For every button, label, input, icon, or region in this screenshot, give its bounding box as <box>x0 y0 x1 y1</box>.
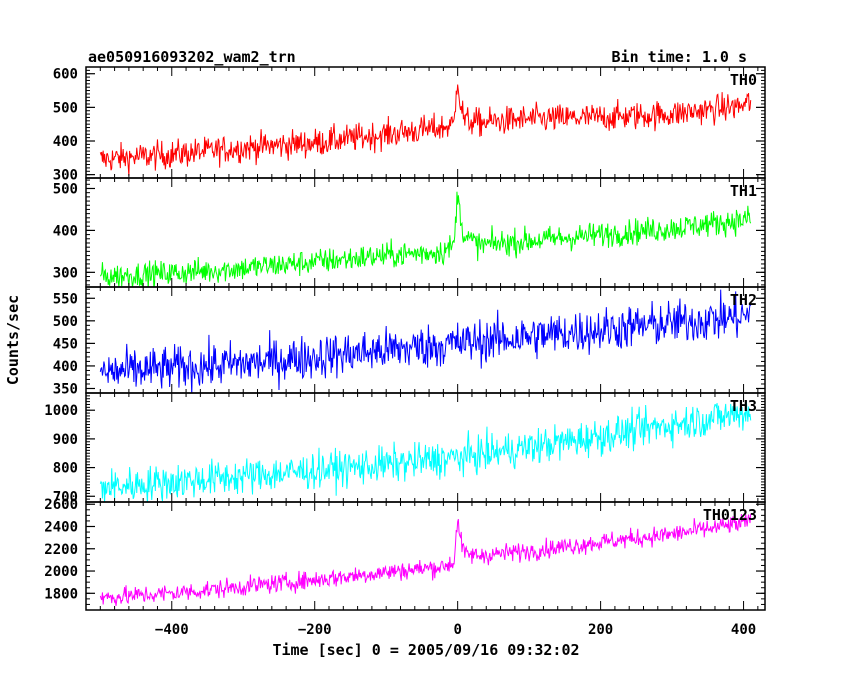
y-tick-label: 550 <box>53 291 78 307</box>
y-tick-label: 500 <box>53 314 78 330</box>
y-tick-label: 800 <box>53 461 78 477</box>
panel-name-label: TH0 <box>730 71 757 89</box>
series-line-th3 <box>99 401 752 502</box>
series-line-th1 <box>99 191 752 287</box>
x-tick-label: −400 <box>155 622 189 638</box>
panel-name-label: TH1 <box>730 182 757 200</box>
x-axis-label: Time [sec] 0 = 2005/09/16 09:32:02 <box>272 641 579 659</box>
y-tick-label: 500 <box>53 181 78 197</box>
panel-th3: 700 800 900 1000 TH3 <box>44 392 766 505</box>
panels-group: 300 400 500 600 TH0 300 400 500 TH1 350 400 450 500 5… <box>44 66 766 638</box>
panel-name-label: TH2 <box>730 291 757 309</box>
y-tick-label: 700 <box>53 489 78 505</box>
y-tick-label: 400 <box>53 359 78 375</box>
y-tick-label: 450 <box>53 336 78 352</box>
y-tick-label: 400 <box>53 223 78 239</box>
x-tick-label: 200 <box>588 622 613 638</box>
y-tick-label: 2000 <box>44 564 78 580</box>
x-tick-label: 400 <box>731 622 756 638</box>
panel-th0123: 1800 2000 2200 2400 2600 TH0123 <box>44 497 766 611</box>
y-tick-label: 350 <box>53 381 78 397</box>
series-line-th2 <box>99 289 752 393</box>
y-tick-label: 900 <box>53 432 78 448</box>
panel-th1: 300 400 500 TH1 <box>53 177 766 288</box>
panel-th2: 350 400 450 500 550 TH2 <box>53 286 766 397</box>
y-tick-label: 300 <box>53 168 78 184</box>
x-tick-label: −200 <box>298 622 332 638</box>
y-tick-label: 2600 <box>44 497 78 513</box>
y-axis-label: Counts/sec <box>4 295 22 385</box>
series-line-th0 <box>99 84 752 177</box>
x-tick-label: 0 <box>453 622 461 638</box>
y-tick-label: 2400 <box>44 519 78 535</box>
panel-name-label: TH3 <box>730 397 757 415</box>
chart-subtitle: Bin time: 1.0 s <box>612 48 747 66</box>
y-tick-label: 500 <box>53 100 78 116</box>
y-tick-label: 600 <box>53 67 78 83</box>
chart-title: ae050916093202_wam2_trn <box>88 48 296 66</box>
y-tick-label: 400 <box>53 134 78 150</box>
panel-th0: 300 400 500 600 TH0 <box>53 66 766 184</box>
series-line-th0123 <box>99 513 752 607</box>
y-tick-label: 2200 <box>44 542 78 558</box>
y-tick-label: 300 <box>53 265 78 281</box>
y-tick-label: 1800 <box>44 586 78 602</box>
panel-frame <box>85 501 766 611</box>
panel-name-label: TH0123 <box>703 506 757 524</box>
y-tick-label: 1000 <box>44 403 78 419</box>
